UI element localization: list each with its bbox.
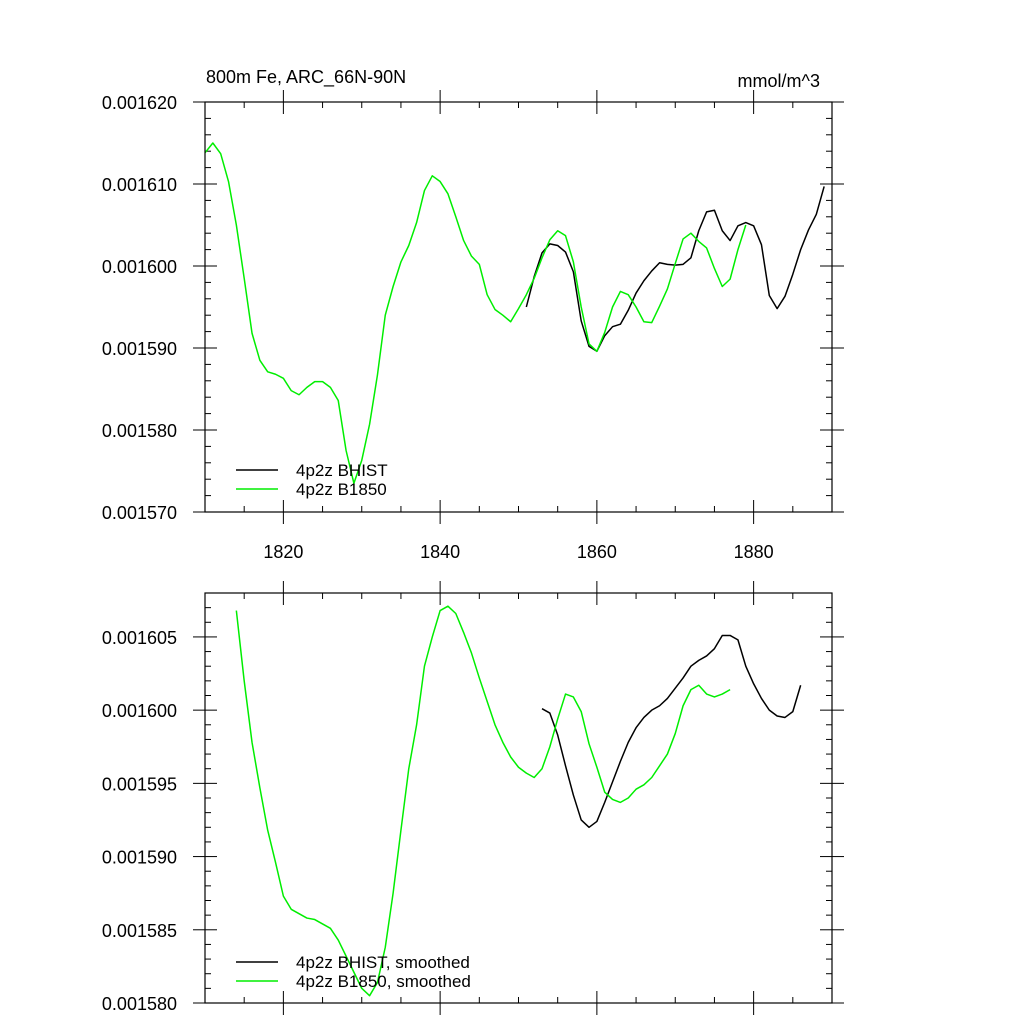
y-tick-label: 0.001570 — [102, 503, 177, 523]
x-tick-label: 1820 — [263, 542, 303, 562]
top-axes: 1820 1840 1860 1880 0.001570 0.001580 0.001590… — [102, 90, 844, 562]
y-tick-label: 0.001580 — [102, 421, 177, 441]
series-line-bhist — [541, 634, 802, 829]
series-line-b1850 — [235, 605, 731, 997]
series-line-b1850 — [204, 142, 747, 485]
legend-label: 4p2z B1850, smoothed — [296, 972, 471, 991]
bottom-series-layer — [235, 605, 802, 997]
y-tick-label: 0.001590 — [102, 339, 177, 359]
y-tick-label: 0.001610 — [102, 175, 177, 195]
legend-label: 4p2z BHIST, smoothed — [296, 953, 470, 972]
y-tick-label: 0.001580 — [102, 994, 177, 1014]
top-chart-panel: 800m Fe, ARC_66N-90N mmol/m^3 1820 1840 18… — [102, 67, 844, 562]
series-line-bhist — [525, 186, 825, 353]
y-tick-label: 0.001585 — [102, 921, 177, 941]
chart-title: 800m Fe, ARC_66N-90N — [206, 67, 406, 88]
legend-label: 4p2z B1850 — [296, 480, 387, 499]
y-tick-label: 0.001600 — [102, 701, 177, 721]
legend-label: 4p2z BHIST — [296, 461, 388, 480]
bottom-plot-frame — [204, 592, 833, 1004]
bottom-chart-panel: 0.001580 0.001585 0.001590 0.001595 0.001600… — [102, 581, 844, 1015]
units-label: mmol/m^3 — [738, 71, 820, 91]
x-tick-label: 1860 — [577, 542, 617, 562]
top-series-layer — [204, 142, 825, 485]
y-tick-label: 0.001590 — [102, 848, 177, 868]
x-tick-label: 1840 — [420, 542, 460, 562]
bottom-axes: 0.001580 0.001585 0.001590 0.001595 0.001600… — [102, 581, 844, 1015]
y-tick-label: 0.001595 — [102, 774, 177, 794]
y-tick-label: 0.001620 — [102, 93, 177, 113]
top-plot-frame — [204, 101, 833, 513]
x-tick-label: 1880 — [734, 542, 774, 562]
y-tick-label: 0.001605 — [102, 628, 177, 648]
y-tick-label: 0.001600 — [102, 257, 177, 277]
